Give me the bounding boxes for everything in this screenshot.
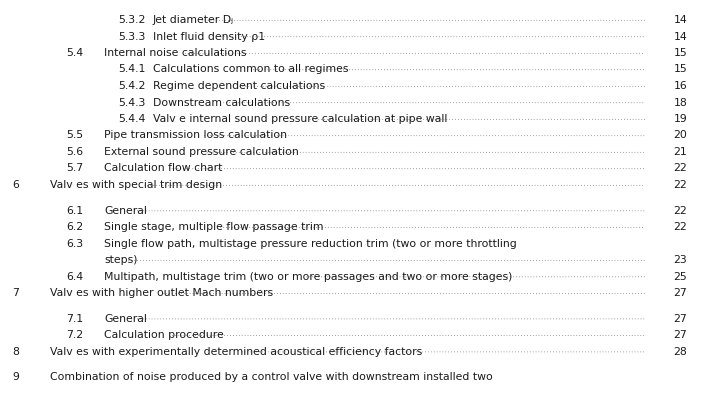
Text: 5.4.4: 5.4.4 <box>118 114 146 124</box>
Text: 5.4.2: 5.4.2 <box>118 81 146 91</box>
Text: 25: 25 <box>673 271 688 281</box>
Text: Combination of noise produced by a control valve with downstream installed two: Combination of noise produced by a contr… <box>50 371 493 381</box>
Text: Calculation procedure: Calculation procedure <box>104 329 224 339</box>
Text: Valv es with higher outlet Mach numbers: Valv es with higher outlet Mach numbers <box>50 288 273 297</box>
Text: Pipe transmission loss calculation: Pipe transmission loss calculation <box>104 130 287 140</box>
Text: Multipath, multistage trim (two or more passages and two or more stages): Multipath, multistage trim (two or more … <box>104 271 512 281</box>
Text: Downstream calculations: Downstream calculations <box>153 97 290 107</box>
Text: steps): steps) <box>104 254 138 265</box>
Text: 6: 6 <box>12 180 19 189</box>
Text: 23: 23 <box>673 254 688 265</box>
Text: 5.4.3: 5.4.3 <box>118 97 146 107</box>
Text: 7.2: 7.2 <box>66 329 83 339</box>
Text: Regime dependent calculations: Regime dependent calculations <box>153 81 325 91</box>
Text: Internal noise calculations: Internal noise calculations <box>104 48 247 58</box>
Text: 7.1: 7.1 <box>66 313 83 323</box>
Text: 5.4: 5.4 <box>66 48 83 58</box>
Text: 5.5: 5.5 <box>66 130 83 140</box>
Text: 5.7: 5.7 <box>66 163 83 173</box>
Text: External sound pressure calculation: External sound pressure calculation <box>104 147 299 157</box>
Text: 9: 9 <box>12 371 19 381</box>
Text: 6.2: 6.2 <box>66 222 83 231</box>
Text: 22: 22 <box>673 222 688 231</box>
Text: 6.4: 6.4 <box>66 271 83 281</box>
Text: 15: 15 <box>673 64 688 74</box>
Text: Calculation flow chart: Calculation flow chart <box>104 163 222 173</box>
Text: 18: 18 <box>673 97 688 107</box>
Text: Calculations common to all regimes: Calculations common to all regimes <box>153 64 349 74</box>
Text: 27: 27 <box>673 313 688 323</box>
Text: 22: 22 <box>673 163 688 173</box>
Text: 14: 14 <box>673 31 688 41</box>
Text: 27: 27 <box>673 288 688 297</box>
Text: Inlet fluid density ρ1: Inlet fluid density ρ1 <box>153 31 265 41</box>
Text: Jet diameter Dⱼ: Jet diameter Dⱼ <box>153 15 234 25</box>
Text: 5.3.3: 5.3.3 <box>118 31 146 41</box>
Text: 14: 14 <box>673 15 688 25</box>
Text: 22: 22 <box>673 180 688 189</box>
Text: 8: 8 <box>12 346 19 356</box>
Text: Single flow path, multistage pressure reduction trim (two or more throttling: Single flow path, multistage pressure re… <box>104 238 517 248</box>
Text: 21: 21 <box>673 147 688 157</box>
Text: 28: 28 <box>673 346 688 356</box>
Text: 19: 19 <box>673 114 688 124</box>
Text: Valv es with special trim design: Valv es with special trim design <box>50 180 222 189</box>
Text: Valv e internal sound pressure calculation at pipe wall: Valv e internal sound pressure calculati… <box>153 114 447 124</box>
Text: 7: 7 <box>12 288 19 297</box>
Text: 27: 27 <box>673 329 688 339</box>
Text: 6.3: 6.3 <box>66 238 83 248</box>
Text: General: General <box>104 313 147 323</box>
Text: 5.4.1: 5.4.1 <box>118 64 146 74</box>
Text: 22: 22 <box>673 205 688 215</box>
Text: 20: 20 <box>673 130 688 140</box>
Text: 5.3.2: 5.3.2 <box>118 15 146 25</box>
Text: 6.1: 6.1 <box>66 205 83 215</box>
Text: Single stage, multiple flow passage trim: Single stage, multiple flow passage trim <box>104 222 323 231</box>
Text: Valv es with experimentally determined acoustical efficiency factors: Valv es with experimentally determined a… <box>50 346 423 356</box>
Text: 16: 16 <box>673 81 688 91</box>
Text: General: General <box>104 205 147 215</box>
Text: 5.6: 5.6 <box>66 147 83 157</box>
Text: 15: 15 <box>673 48 688 58</box>
